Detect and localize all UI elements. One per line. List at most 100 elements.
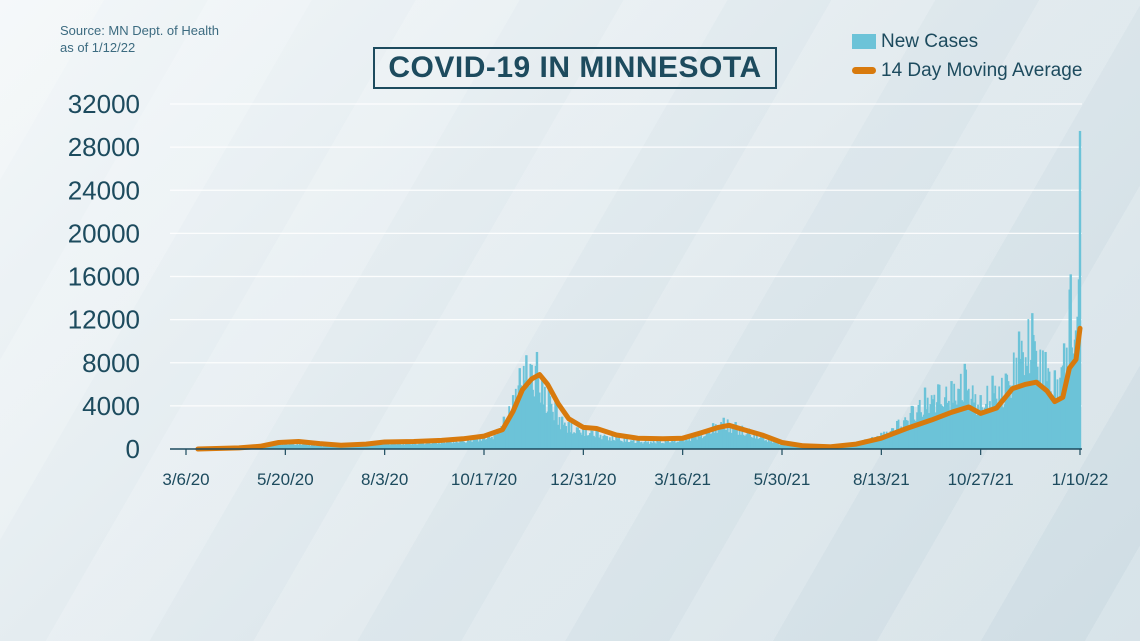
new-cases-bar (573, 432, 575, 449)
new-cases-bar (529, 363, 532, 449)
new-cases-bar (295, 444, 297, 449)
new-cases-bar (639, 442, 642, 449)
new-cases-bar (676, 441, 679, 449)
new-cases-bar (302, 443, 305, 449)
new-cases-bar (755, 433, 758, 449)
new-cases-bar (400, 444, 403, 449)
new-cases-bar (683, 441, 685, 449)
new-cases-bar (1060, 367, 1063, 449)
new-cases-bar (383, 441, 386, 449)
new-cases-bar (762, 436, 765, 449)
new-cases-bar (535, 351, 539, 449)
new-cases-bar (877, 436, 880, 449)
new-cases-bar (701, 438, 704, 449)
new-cases-bar (416, 444, 419, 449)
new-cases-bar (533, 396, 536, 449)
new-cases-bar (695, 436, 697, 449)
new-cases-bar (983, 407, 986, 449)
new-cases-bar (447, 439, 450, 449)
new-cases-bar (928, 413, 930, 449)
new-cases-bar (668, 442, 671, 449)
new-cases-bar (590, 430, 593, 449)
new-cases-bar (986, 385, 989, 449)
new-cases-bar (705, 429, 708, 449)
new-cases-bar (623, 438, 626, 449)
new-cases-bar (865, 441, 868, 449)
new-cases-bar (506, 424, 509, 449)
new-cases-bar (1074, 330, 1078, 449)
new-cases-bar (276, 443, 279, 449)
new-cases-bar (281, 442, 284, 449)
new-cases-bar (598, 437, 601, 449)
new-cases-bar (534, 365, 537, 449)
new-cases-bar (669, 442, 672, 449)
x-tick-label: 10/17/20 (451, 470, 517, 489)
new-cases-bar (599, 434, 602, 449)
new-cases-bar (978, 411, 981, 449)
new-cases-bar (415, 444, 418, 449)
new-cases-bar (873, 441, 876, 449)
new-cases-bar (423, 444, 426, 449)
legend-item-new-cases: New Cases (852, 27, 1082, 56)
new-cases-bar (1004, 373, 1008, 449)
new-cases-bar (495, 435, 497, 449)
new-cases-bar (950, 381, 953, 449)
new-cases-bar (981, 407, 983, 449)
new-cases-bar (566, 432, 569, 449)
y-tick-label: 4000 (82, 391, 140, 421)
new-cases-bar (547, 389, 551, 449)
source-line: Source: MN Dept. of Health (60, 23, 219, 38)
new-cases-bar (382, 444, 385, 449)
new-cases-bar (524, 380, 526, 449)
new-cases-bar (496, 428, 499, 449)
y-axis-ticks: 0 4000 8000 12000 16000 20000 24000 28000 32000 (68, 89, 140, 464)
new-cases-bar (432, 441, 435, 449)
new-cases-bar (504, 428, 507, 449)
new-cases-bar (525, 355, 528, 449)
new-cases-bar (780, 442, 784, 449)
new-cases-bar (644, 440, 647, 449)
new-cases-bar (871, 436, 873, 449)
new-cases-bar (551, 411, 554, 449)
new-cases-bar (291, 442, 293, 449)
new-cases-bar (702, 436, 705, 449)
new-cases-bar (509, 413, 512, 449)
new-cases-bar (574, 433, 577, 449)
new-cases-bar (578, 430, 581, 449)
new-cases-bar (296, 442, 299, 449)
new-cases-bar (921, 416, 924, 449)
new-cases-bar (471, 441, 473, 449)
new-cases-bar (377, 444, 379, 449)
new-cases-bar (1043, 388, 1046, 449)
new-cases-bar (659, 439, 662, 449)
new-cases-bar (544, 386, 546, 449)
new-cases-bar (464, 442, 467, 449)
new-cases-bar (971, 385, 974, 449)
new-cases-bar (758, 438, 761, 449)
new-cases-bar (634, 442, 636, 449)
new-cases-bar (379, 443, 382, 449)
new-cases-bar (1035, 350, 1038, 449)
new-cases-bar (895, 430, 897, 449)
new-cases-bar (624, 441, 627, 449)
new-cases-bar (1057, 399, 1060, 449)
new-cases-bar (404, 442, 407, 449)
new-cases-bar (652, 440, 655, 449)
new-cases-bar (468, 440, 471, 449)
new-cases-bar (463, 441, 466, 449)
new-cases-bar (630, 440, 632, 449)
new-cases-bar (480, 440, 483, 449)
new-cases-bar (362, 445, 365, 449)
new-cases-bar (457, 442, 460, 449)
new-cases-bar (750, 436, 753, 449)
new-cases-bar (954, 400, 957, 449)
new-cases-bar (721, 423, 724, 449)
new-cases-bar (407, 442, 410, 449)
new-cases-bar (418, 443, 421, 449)
new-cases-bar (985, 403, 987, 449)
new-cases-bar (906, 420, 909, 449)
new-cases-bar (301, 444, 304, 449)
new-cases-bar (765, 440, 768, 449)
new-cases-bar (891, 428, 893, 449)
new-cases-bar (546, 411, 549, 449)
